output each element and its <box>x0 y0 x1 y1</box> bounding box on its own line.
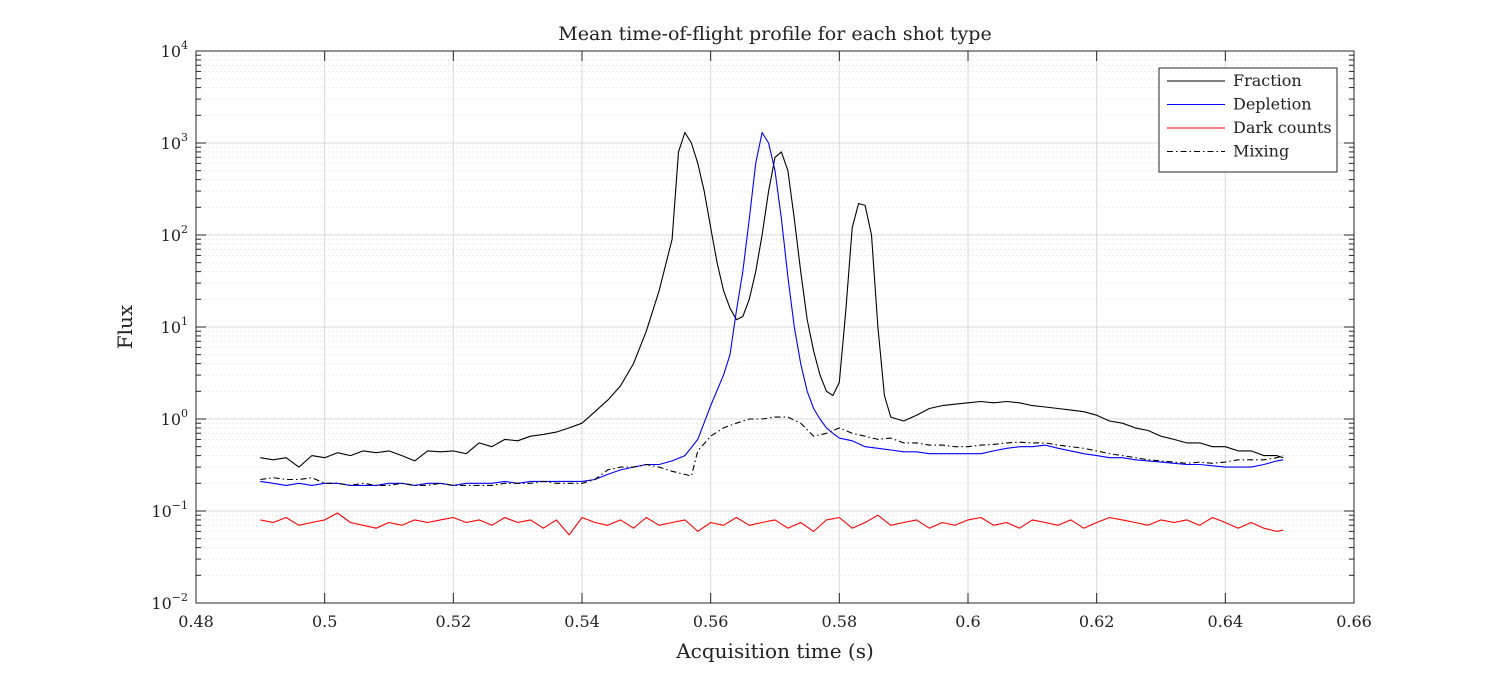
x-tick-label: 0.48 <box>178 612 214 631</box>
chart-title: Mean time-of-flight profile for each sho… <box>558 23 991 45</box>
y-tick-label: 100 <box>161 407 188 429</box>
x-tick-label: 0.6 <box>955 612 980 631</box>
y-axis-label: Flux <box>113 304 137 349</box>
x-tick-label: 0.62 <box>1079 612 1115 631</box>
legend-label: Dark counts <box>1233 118 1332 137</box>
x-axis-label: Acquisition time (s) <box>675 639 874 663</box>
series-line-dark-counts <box>260 512 1284 536</box>
series-line-fraction <box>260 131 1284 468</box>
x-tick-label: 0.58 <box>822 612 858 631</box>
ticks: 10−2 10−1 100 101 102 103 104 0.48 0.5 0.52 0.54 0.… <box>151 39 1371 631</box>
y-tick-label: 104 <box>161 39 188 61</box>
y-tick-label: 102 <box>161 223 188 245</box>
x-tick-label: 0.56 <box>693 612 729 631</box>
x-tick-label: 0.52 <box>436 612 472 631</box>
legend: Fraction Depletion Dark counts Mixing <box>1158 67 1338 173</box>
x-tick-label: 0.66 <box>1336 612 1372 631</box>
x-tick-label: 0.64 <box>1208 612 1244 631</box>
y-tick-label: 10−2 <box>151 591 188 613</box>
legend-label: Mixing <box>1233 142 1289 161</box>
series-group <box>260 131 1284 536</box>
y-tick-label: 10−1 <box>151 499 188 521</box>
y-tick-label: 101 <box>161 315 188 337</box>
series-line-mixing <box>260 416 1284 486</box>
legend-label: Fraction <box>1233 71 1302 90</box>
x-tick-label: 0.54 <box>564 612 600 631</box>
y-tick-label: 103 <box>161 131 188 153</box>
legend-box <box>1158 67 1338 173</box>
x-tick-label: 0.5 <box>312 612 337 631</box>
grid <box>195 50 1355 604</box>
legend-label: Depletion <box>1233 95 1312 114</box>
